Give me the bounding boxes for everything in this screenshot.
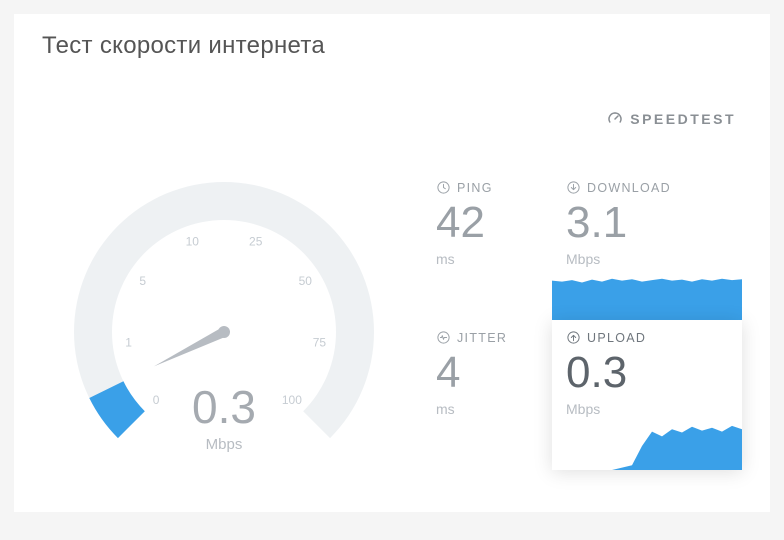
svg-text:25: 25 — [249, 234, 263, 248]
stat-jitter-unit: ms — [436, 401, 538, 417]
stat-upload-value: 0.3 — [566, 351, 728, 395]
stat-download: DOWNLOAD 3.1 Mbps — [552, 170, 742, 320]
stat-upload-label: UPLOAD — [587, 331, 646, 345]
brand-logo: SPEEDTEST — [606, 110, 736, 128]
stat-download-value: 3.1 — [566, 201, 728, 245]
stat-jitter-label: JITTER — [457, 331, 507, 345]
stat-ping-label: PING — [457, 181, 493, 195]
upload-icon — [566, 330, 581, 345]
download-icon — [566, 180, 581, 195]
stat-upload: UPLOAD 0.3 Mbps — [552, 320, 742, 470]
speed-gauge: 01510255075100 0.3 Mbps — [54, 142, 394, 482]
stat-ping-unit: ms — [436, 251, 538, 267]
speedtest-card: Тест скорости интернета SPEEDTEST 015102… — [14, 14, 770, 512]
jitter-icon — [436, 330, 451, 345]
stat-jitter: JITTER 4 ms — [422, 320, 552, 470]
svg-text:50: 50 — [299, 274, 313, 288]
stat-ping-label-row: PING — [436, 180, 538, 195]
stat-ping: PING 42 ms — [422, 170, 552, 320]
speedometer-icon — [606, 110, 624, 128]
gauge-unit: Mbps — [54, 436, 394, 453]
stat-upload-unit: Mbps — [566, 401, 728, 417]
stat-download-label: DOWNLOAD — [587, 181, 671, 195]
upload-sparkline — [552, 422, 742, 470]
gauge-value: 0.3 — [54, 380, 394, 434]
stat-jitter-label-row: JITTER — [436, 330, 538, 345]
stat-jitter-value: 4 — [436, 351, 538, 395]
download-sparkline — [552, 272, 742, 320]
brand-text: SPEEDTEST — [630, 111, 736, 127]
stats-grid: PING 42 ms DOWNLOAD 3.1 Mbps — [422, 170, 752, 470]
svg-text:5: 5 — [139, 274, 146, 288]
stat-download-unit: Mbps — [566, 251, 728, 267]
stat-upload-label-row: UPLOAD — [566, 330, 728, 345]
svg-text:10: 10 — [186, 234, 200, 248]
svg-text:75: 75 — [313, 336, 327, 350]
page-title: Тест скорости интернета — [42, 32, 325, 60]
ping-icon — [436, 180, 451, 195]
svg-text:1: 1 — [125, 336, 132, 350]
stat-download-label-row: DOWNLOAD — [566, 180, 728, 195]
stat-ping-value: 42 — [436, 201, 538, 245]
